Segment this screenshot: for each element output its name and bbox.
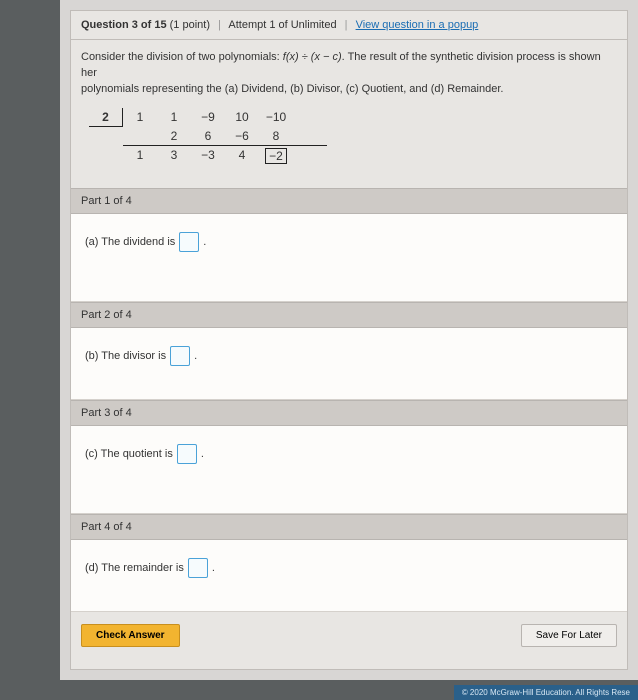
question-points: (1 point)	[170, 19, 210, 31]
footer-bar: Check Answer Save For Later	[71, 612, 627, 657]
syn-cell: −10	[259, 108, 293, 127]
answer-label: (c) The quotient is	[85, 448, 173, 460]
separator: |	[345, 19, 348, 31]
answer-period: .	[201, 448, 204, 460]
syn-cell: 6	[191, 127, 225, 145]
syn-cell: −9	[191, 108, 225, 127]
part-header: Part 3 of 4	[71, 400, 627, 426]
view-popup-link[interactable]: View question in a popup	[356, 19, 479, 31]
answer-line: (b) The divisor is .	[85, 346, 613, 366]
syn-remainder-box: −2	[259, 146, 293, 166]
part-body: (b) The divisor is .	[71, 328, 627, 400]
syn-cell: 8	[259, 127, 293, 145]
part-header: Part 1 of 4	[71, 188, 627, 214]
answer-input[interactable]	[188, 558, 208, 578]
syn-cell: 3	[157, 146, 191, 166]
syn-cell: 2	[157, 127, 191, 145]
syn-cell: 1	[123, 146, 157, 166]
synthetic-division-table: 2 1 1 −9 10 −10 2 6 −6 8 1 3 −3	[89, 108, 617, 166]
answer-input[interactable]	[170, 346, 190, 366]
page-wrap: Question 3 of 15 (1 point) | Attempt 1 o…	[60, 0, 638, 680]
answer-label: (d) The remainder is	[85, 562, 184, 574]
syn-cell: −3	[191, 146, 225, 166]
answer-input[interactable]	[179, 232, 199, 252]
syn-cell: 1	[157, 108, 191, 127]
copyright-bar: © 2020 McGraw-Hill Education. All Rights…	[454, 685, 638, 700]
part-header: Part 2 of 4	[71, 302, 627, 328]
question-number: Question 3 of 15	[81, 19, 167, 31]
question-intro: Consider the division of two polynomials…	[81, 50, 617, 98]
syn-divisor-value: 2	[89, 108, 123, 127]
syn-cell: −6	[225, 127, 259, 145]
save-for-later-button[interactable]: Save For Later	[521, 624, 617, 647]
attempt-info: Attempt 1 of Unlimited	[228, 19, 336, 31]
answer-line: (c) The quotient is .	[85, 444, 613, 464]
part-body: (c) The quotient is .	[71, 426, 627, 514]
check-answer-button[interactable]: Check Answer	[81, 624, 180, 647]
syn-cell: 10	[225, 108, 259, 127]
part-header: Part 4 of 4	[71, 514, 627, 540]
syn-remainder-value: −2	[265, 148, 287, 164]
answer-period: .	[203, 236, 206, 248]
answer-period: .	[212, 562, 215, 574]
answer-period: .	[194, 350, 197, 362]
answer-label: (b) The divisor is	[85, 350, 166, 362]
answer-input[interactable]	[177, 444, 197, 464]
separator: |	[218, 19, 221, 31]
syn-cell	[123, 127, 157, 145]
intro-formula: f(x) ÷ (x − c)	[283, 51, 342, 63]
intro-text: polynomials representing the (a) Dividen…	[81, 83, 503, 95]
answer-label: (a) The dividend is	[85, 236, 175, 248]
syn-cell: 4	[225, 146, 259, 166]
question-body: Consider the division of two polynomials…	[71, 40, 627, 188]
answer-line: (a) The dividend is .	[85, 232, 613, 252]
intro-text: Consider the division of two polynomials…	[81, 51, 283, 63]
question-panel: Question 3 of 15 (1 point) | Attempt 1 o…	[70, 10, 628, 670]
answer-line: (d) The remainder is .	[85, 558, 613, 578]
part-body: (d) The remainder is .	[71, 540, 627, 612]
syn-cell: 1	[123, 108, 157, 127]
part-body: (a) The dividend is .	[71, 214, 627, 302]
question-header: Question 3 of 15 (1 point) | Attempt 1 o…	[71, 11, 627, 40]
